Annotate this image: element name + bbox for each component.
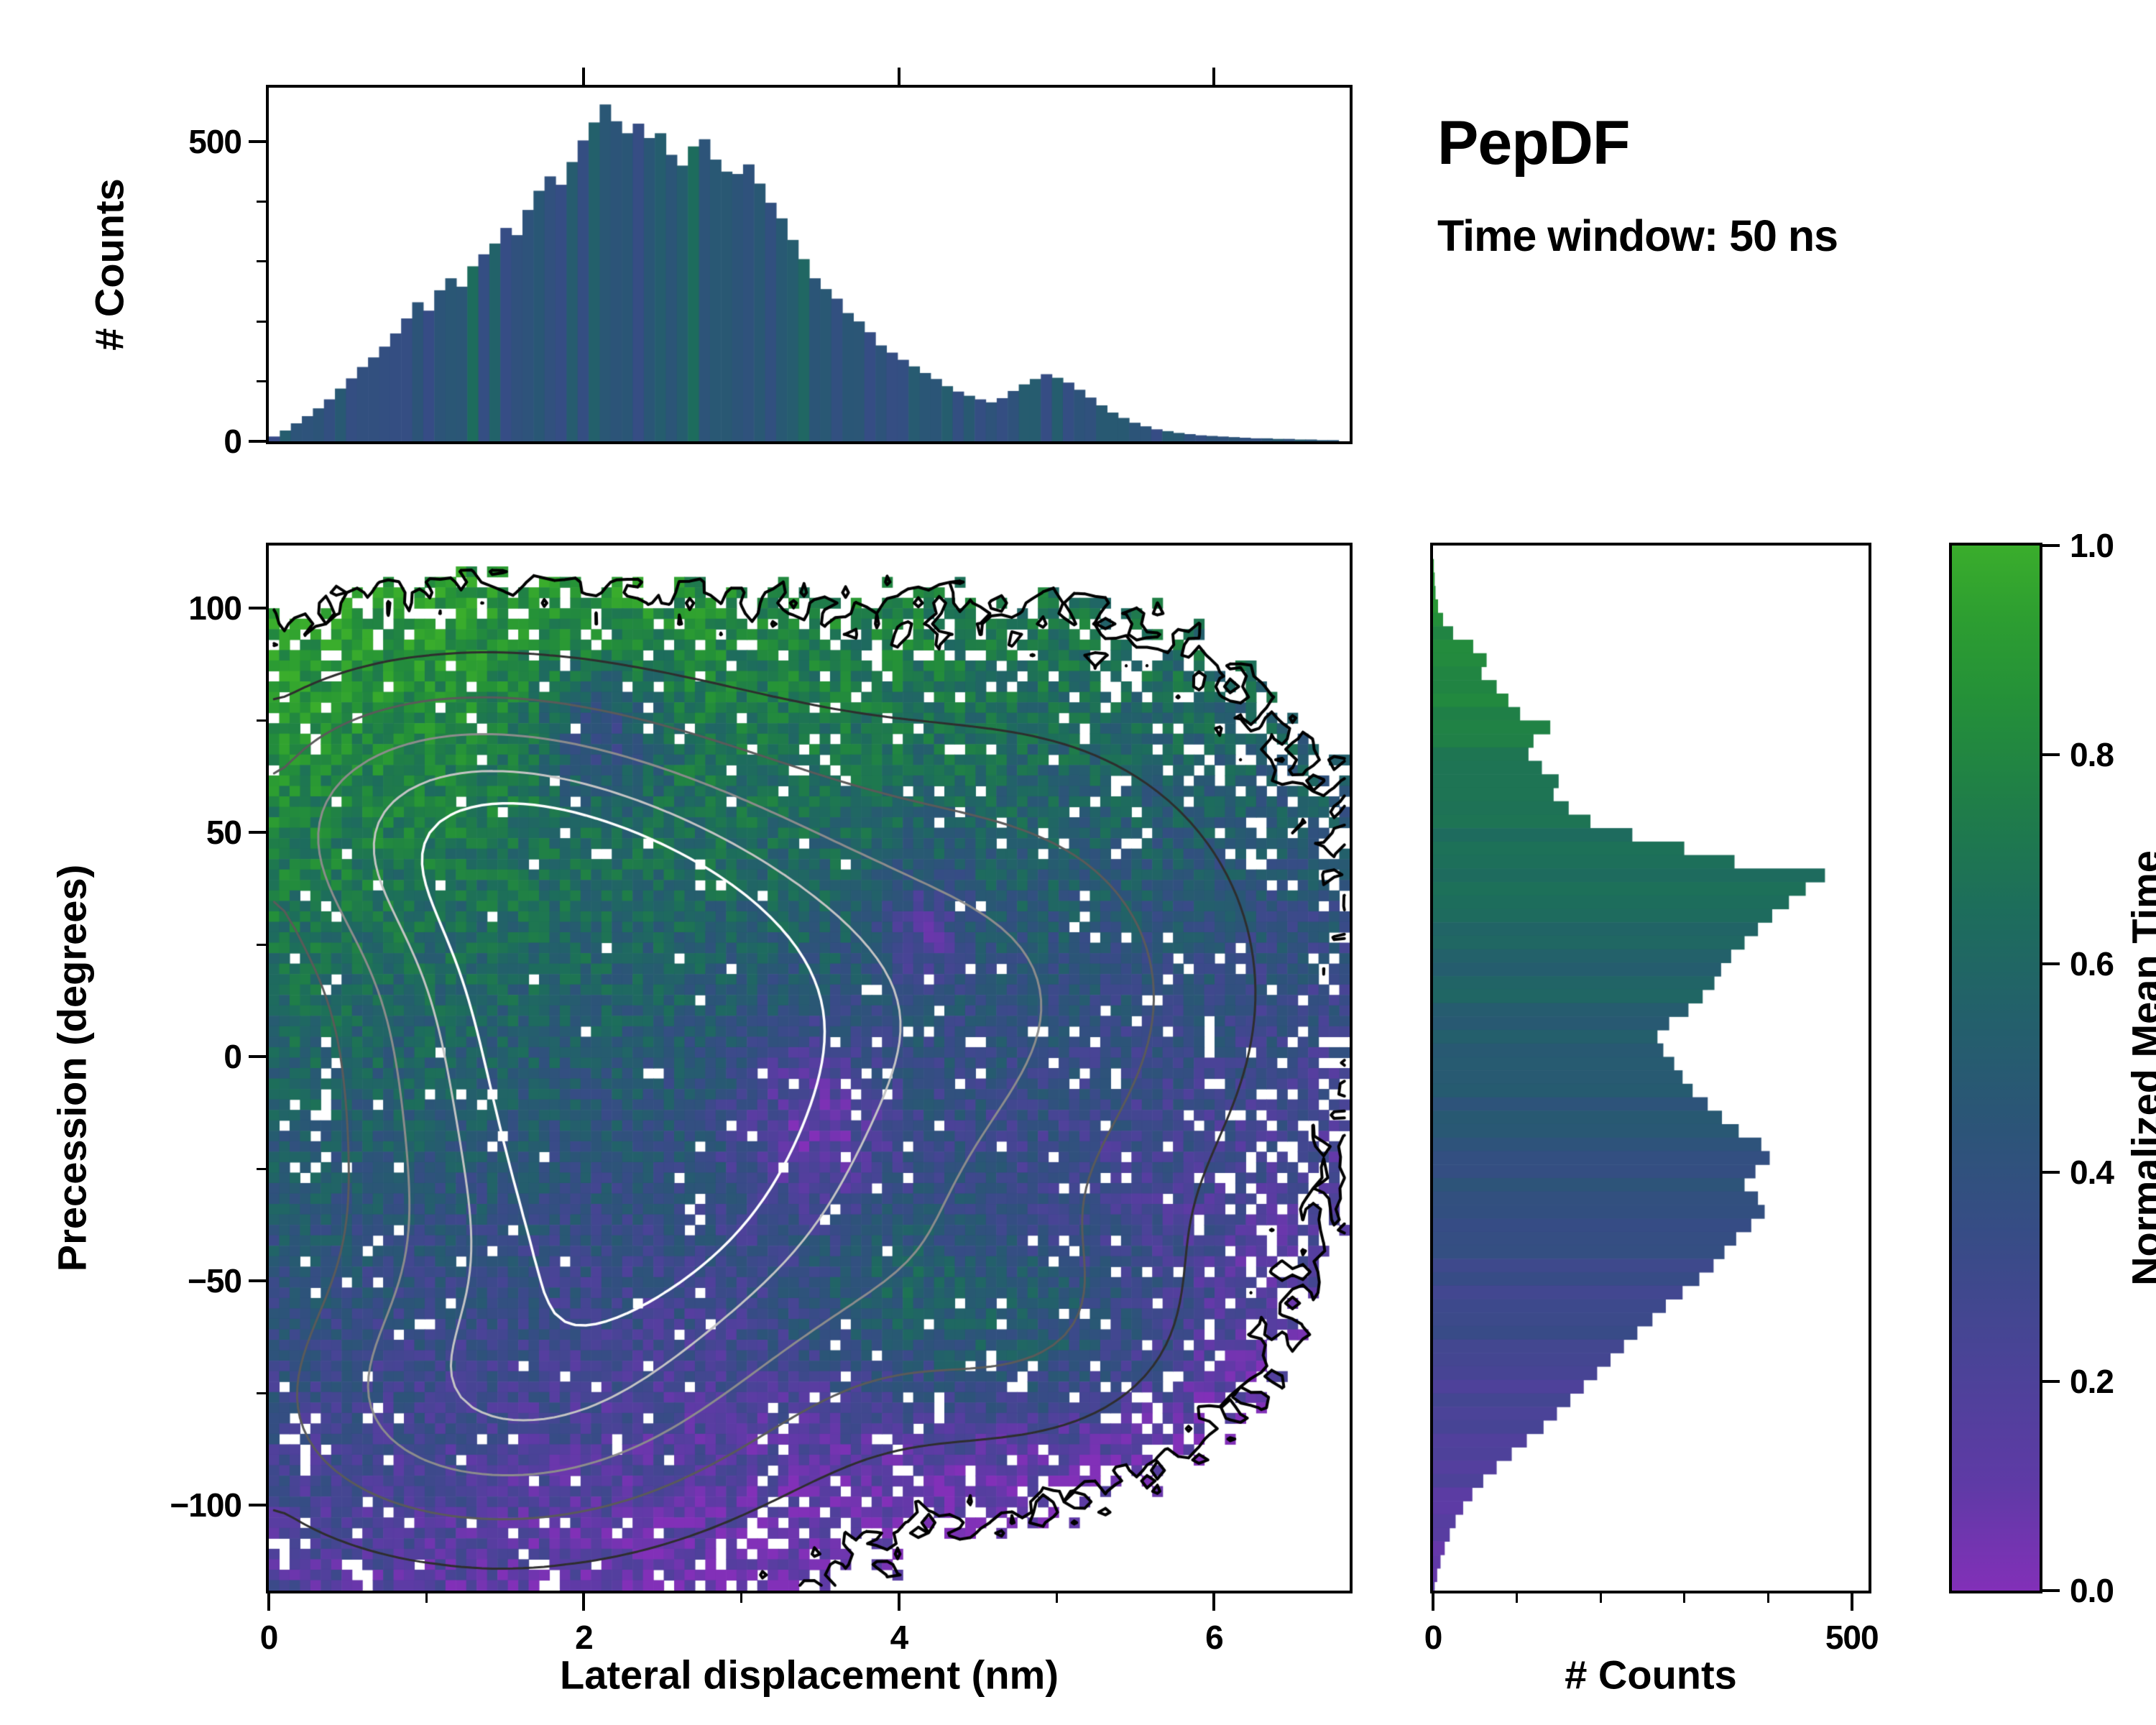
joint-heatmap-canvas	[269, 546, 1350, 1591]
main-y-tick	[249, 1279, 266, 1283]
top-hist-top-edge-tick	[897, 68, 900, 85]
right-hist-x-minor-tick	[1683, 1593, 1686, 1603]
right-histogram-canvas	[1433, 546, 1869, 1591]
main-y-tick	[249, 831, 266, 834]
main-y-tick-label: 0	[224, 1038, 242, 1076]
time-window-label: Time window: 50 ns	[1437, 211, 1838, 260]
main-x-tick	[582, 1593, 586, 1611]
main-y-minor-tick	[257, 1392, 266, 1394]
main-y-minor-tick	[257, 943, 266, 946]
top-hist-top-edge-tick	[582, 68, 586, 85]
right-hist-x-tick	[1432, 1593, 1434, 1611]
right-hist-x-tick-label: 500	[1825, 1619, 1879, 1656]
top-hist-y-minor-tick	[257, 260, 266, 263]
right-hist-x-minor-tick	[1516, 1593, 1519, 1603]
main-y-tick-label: 50	[206, 814, 242, 852]
main-y-tick-label: −50	[187, 1262, 242, 1300]
main-y-tick-label: −100	[170, 1486, 242, 1524]
main-x-minor-tick	[740, 1593, 743, 1603]
main-x-minor-tick	[425, 1593, 428, 1603]
title-block: PepDF Time window: 50 ns	[1437, 108, 1838, 261]
top-hist-top-edge-tick	[1212, 68, 1216, 85]
colorbar-tick-label: 0.8	[2070, 735, 2114, 773]
colorbar-tick-label: 0.0	[2070, 1572, 2114, 1609]
right-histogram-panel	[1430, 543, 1871, 1593]
colorbar-tick-label: 0.4	[2070, 1154, 2114, 1192]
colorbar-tick-label: 0.2	[2070, 1363, 2114, 1401]
top-hist-y-minor-tick	[257, 320, 266, 323]
right-hist-x-axis-label: # Counts	[1565, 1652, 1737, 1698]
main-x-tick	[897, 1593, 900, 1611]
colorbar-tick-label: 0.6	[2070, 944, 2114, 983]
right-hist-x-minor-tick	[1766, 1593, 1769, 1603]
main-y-minor-tick	[257, 719, 266, 722]
main-x-tick	[267, 1593, 270, 1611]
colorbar-tick	[2042, 1380, 2060, 1384]
colorbar-tick-label: 1.0	[2070, 527, 2114, 564]
top-histogram-canvas	[269, 88, 1350, 441]
colorbar-tick	[2042, 1171, 2060, 1174]
top-hist-y-tick-label: 0	[224, 423, 242, 460]
right-hist-x-tick	[1850, 1593, 1853, 1611]
main-x-tick-label: 4	[890, 1619, 909, 1656]
joint-heatmap-panel	[266, 543, 1353, 1593]
right-hist-x-tick-label: 0	[1424, 1619, 1443, 1656]
main-x-tick-label: 2	[575, 1619, 594, 1656]
right-hist-x-minor-tick	[1599, 1593, 1602, 1603]
main-x-tick-label: 0	[259, 1619, 279, 1656]
top-hist-y-minor-tick	[257, 200, 266, 203]
colorbar-tick	[2042, 962, 2060, 965]
top-hist-y-tick-label: 500	[188, 123, 242, 161]
main-x-tick-label: 6	[1205, 1619, 1224, 1656]
main-x-minor-tick	[1055, 1593, 1058, 1603]
top-hist-y-axis-label: # Counts	[86, 178, 132, 351]
main-y-tick-label: 100	[188, 589, 242, 627]
main-x-axis-label: Lateral displacement (nm)	[560, 1652, 1059, 1698]
main-y-tick	[249, 1504, 266, 1507]
main-y-minor-tick	[257, 1167, 266, 1170]
colorbar-tick	[2042, 753, 2060, 756]
colorbar-tick	[2042, 544, 2060, 547]
colorbar-gradient	[1952, 546, 2040, 1591]
main-y-tick	[249, 607, 266, 610]
main-x-tick	[1212, 1593, 1216, 1611]
top-hist-y-tick	[249, 140, 266, 144]
colorbar-label: Normalized Mean Time	[2123, 850, 2156, 1286]
dataset-title: PepDF	[1437, 109, 1630, 178]
top-hist-y-minor-tick	[257, 380, 266, 383]
top-hist-y-tick	[249, 440, 266, 443]
top-histogram-panel	[266, 85, 1353, 444]
colorbar-tick	[2042, 1589, 2060, 1592]
main-y-tick	[249, 1055, 266, 1059]
colorbar	[1949, 543, 2042, 1593]
